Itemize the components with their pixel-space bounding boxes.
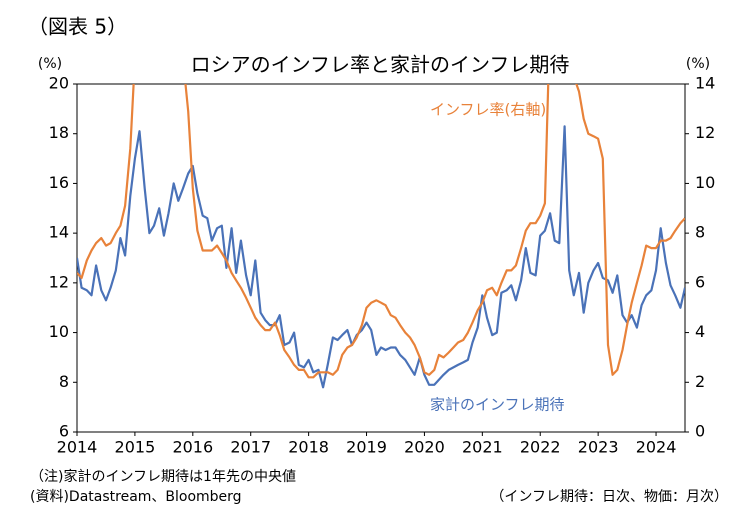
figure-label: （図表 5） [28, 15, 127, 39]
chart-title: ロシアのインフレ率と家計のインフレ期待 [191, 53, 570, 77]
y2-tick-label: 4 [695, 322, 705, 341]
x-tick-label: 2018 [288, 438, 329, 457]
y2-unit: (%) [686, 56, 710, 72]
y-tick-label: 18 [49, 123, 69, 142]
y2-tick-label: 6 [695, 272, 705, 291]
series-line [77, 125, 685, 389]
y-tick-label: 16 [49, 173, 69, 192]
x-tick-label: 2016 [172, 438, 213, 457]
y-unit: (%) [38, 56, 62, 72]
x-tick-label: 2023 [578, 438, 619, 457]
x-tick-label: 2015 [115, 438, 156, 457]
frequency-note: （インフレ期待：日次、物価：月次） [490, 489, 728, 505]
y-tick-label: 8 [59, 372, 69, 391]
y2-tick-label: 0 [695, 422, 705, 441]
x-tick-label: 2017 [230, 438, 271, 457]
x-tick-label: 2021 [462, 438, 503, 457]
y-tick-label: 20 [49, 74, 69, 93]
y-tick-label: 6 [59, 422, 69, 441]
note: （注)家計のインフレ期待は1年先の中央値 [30, 468, 296, 485]
series-label: インフレ率(右軸) [430, 101, 546, 119]
y2-tick-label: 12 [695, 123, 715, 142]
y-tick-label: 12 [49, 272, 69, 291]
note: (資料)Datastream、Bloomberg [30, 489, 242, 505]
x-tick-label: 2020 [404, 438, 445, 457]
y2-tick-label: 14 [695, 74, 715, 93]
x-tick-label: 2014 [57, 438, 98, 457]
series-label: 家計のインフレ期待 [430, 396, 565, 414]
y2-tick-label: 10 [695, 173, 715, 192]
y-tick-label: 10 [49, 322, 69, 341]
x-tick-label: 2019 [346, 438, 387, 457]
y2-tick-label: 2 [695, 372, 705, 391]
series-line [77, 84, 685, 379]
plot-area [77, 84, 685, 389]
x-tick-label: 2024 [636, 438, 677, 457]
x-tick-label: 2022 [520, 438, 561, 457]
y-tick-label: 14 [49, 223, 69, 242]
y2-tick-label: 8 [695, 223, 705, 242]
